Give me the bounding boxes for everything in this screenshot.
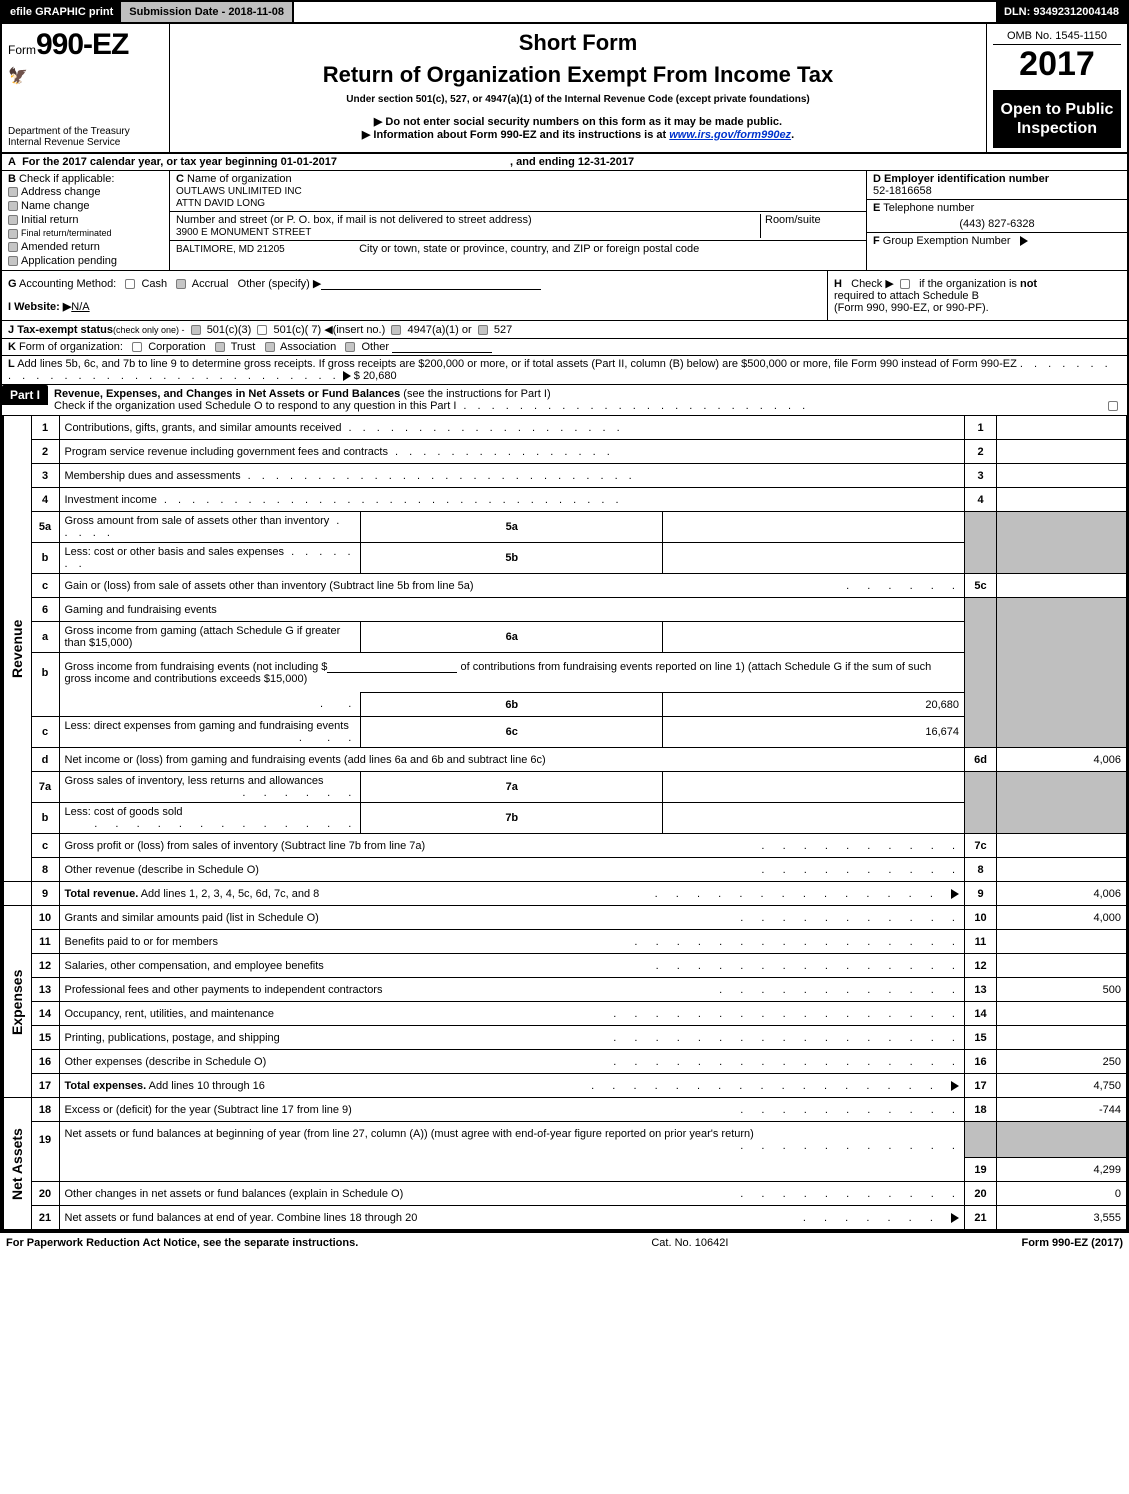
line-k: K Form of organization: Corporation Trus… — [2, 338, 1127, 355]
d-ein: D Employer identification number 52-1816… — [867, 171, 1127, 200]
chk-address-change[interactable]: Address change — [8, 185, 163, 199]
chk-cash[interactable] — [125, 279, 135, 289]
chk-other-org[interactable] — [345, 342, 355, 352]
dept-line2: Internal Revenue Service — [8, 137, 130, 148]
fundraising-not-including[interactable] — [327, 661, 457, 673]
check-b: B Check if applicable: Address change Na… — [2, 171, 170, 270]
chk-amended[interactable]: Amended return — [8, 240, 163, 254]
efile-label: efile GRAPHIC print — [2, 2, 121, 22]
f-group-exemption: F Group Exemption Number — [867, 233, 1127, 249]
e-telephone: E Telephone number (443) 827-6328 — [867, 200, 1127, 233]
section-bcdef: B Check if applicable: Address change Na… — [2, 171, 1127, 270]
dept-line1: Department of the Treasury — [8, 126, 130, 137]
form-footer: Form 990-EZ (2017) — [1021, 1237, 1123, 1249]
org-address: 3900 E MONUMENT STREET — [176, 227, 311, 238]
open-to-public: Open to Public Inspection — [993, 90, 1121, 148]
chk-schedule-o[interactable] — [1108, 401, 1118, 411]
line-l: L Add lines 5b, 6c, and 7b to line 9 to … — [2, 355, 1127, 384]
org-attn: ATTN DAVID LONG — [176, 198, 265, 209]
line-j: J Tax-exempt status(check only one) - 50… — [2, 320, 1127, 338]
part1-label: Part I — [2, 385, 48, 405]
info-link-line: ▶ Information about Form 990-EZ and its … — [176, 128, 980, 141]
do-not-enter: ▶ Do not enter social security numbers o… — [176, 115, 980, 128]
c-city-block: BALTIMORE, MD 21205 City or town, state … — [170, 241, 866, 257]
under-section: Under section 501(c), 527, or 4947(a)(1)… — [176, 94, 980, 105]
c-name-block: C Name of organization OUTLAWS UNLIMITED… — [170, 171, 866, 212]
omb-number: OMB No. 1545-1150 — [993, 28, 1121, 45]
chk-accrual[interactable] — [176, 279, 186, 289]
chk-application-pending[interactable]: Application pending — [8, 254, 163, 268]
chk-initial-return[interactable]: Initial return — [8, 213, 163, 227]
website-value: N/A — [71, 301, 89, 313]
topbar: efile GRAPHIC print Submission Date - 20… — [2, 2, 1127, 24]
line-i: I Website: ▶N/A — [8, 300, 821, 313]
chk-final-return[interactable]: Final return/terminated — [8, 227, 163, 240]
chk-association[interactable] — [265, 342, 275, 352]
form-container: efile GRAPHIC print Submission Date - 20… — [0, 0, 1129, 1232]
tax-year: 2017 — [993, 45, 1121, 84]
arrow-icon — [343, 371, 351, 381]
line-h: H Check ▶ if the organization is not req… — [827, 271, 1127, 320]
chk-h[interactable] — [900, 279, 910, 289]
other-specify-input[interactable] — [321, 278, 541, 290]
l-value: $ 20,680 — [354, 370, 397, 382]
line-g: G Accounting Method: Cash Accrual Other … — [8, 277, 821, 290]
form-number: Form990-EZ — [8, 28, 163, 62]
arrow-icon — [1020, 236, 1028, 246]
revenue-sidebar: Revenue — [3, 416, 31, 882]
chk-527[interactable] — [478, 325, 488, 335]
irs-eagle-icon: 🦅 — [8, 66, 163, 86]
part1-header-row: Part I Revenue, Expenses, and Changes in… — [2, 384, 1127, 415]
info-link[interactable]: www.irs.gov/form990ez — [669, 129, 791, 141]
gh-row: G Accounting Method: Cash Accrual Other … — [2, 270, 1127, 320]
cat-no: Cat. No. 10642I — [651, 1237, 728, 1249]
netassets-sidebar: Net Assets — [3, 1098, 31, 1230]
expenses-sidebar: Expenses — [3, 906, 31, 1098]
line-a: A For the 2017 calendar year, or tax yea… — [2, 154, 1127, 171]
ein-value: 52-1816658 — [873, 185, 932, 197]
short-form-title: Short Form — [176, 30, 980, 56]
room-suite: Room/suite — [760, 214, 860, 238]
paperwork-notice: For Paperwork Reduction Act Notice, see … — [6, 1237, 358, 1249]
chk-trust[interactable] — [215, 342, 225, 352]
telephone-value: (443) 827-6328 — [873, 218, 1121, 230]
c-address-block: Number and street (or P. O. box, if mail… — [170, 212, 866, 241]
dln: DLN: 93492312004148 — [996, 2, 1127, 22]
return-title: Return of Organization Exempt From Incom… — [176, 62, 980, 88]
chk-4947[interactable] — [391, 325, 401, 335]
chk-corporation[interactable] — [132, 342, 142, 352]
lines-table: Revenue 1 Contributions, gifts, grants, … — [2, 415, 1127, 1230]
chk-name-change[interactable]: Name change — [8, 199, 163, 213]
header: Form990-EZ 🦅 Department of the Treasury … — [2, 24, 1127, 154]
org-city: BALTIMORE, MD 21205 — [176, 244, 356, 255]
chk-501c3[interactable] — [191, 325, 201, 335]
submission-date: Submission Date - 2018-11-08 — [121, 2, 294, 22]
chk-501c[interactable] — [257, 325, 267, 335]
org-name: OUTLAWS UNLIMITED INC — [176, 186, 302, 197]
footer: For Paperwork Reduction Act Notice, see … — [0, 1232, 1129, 1253]
